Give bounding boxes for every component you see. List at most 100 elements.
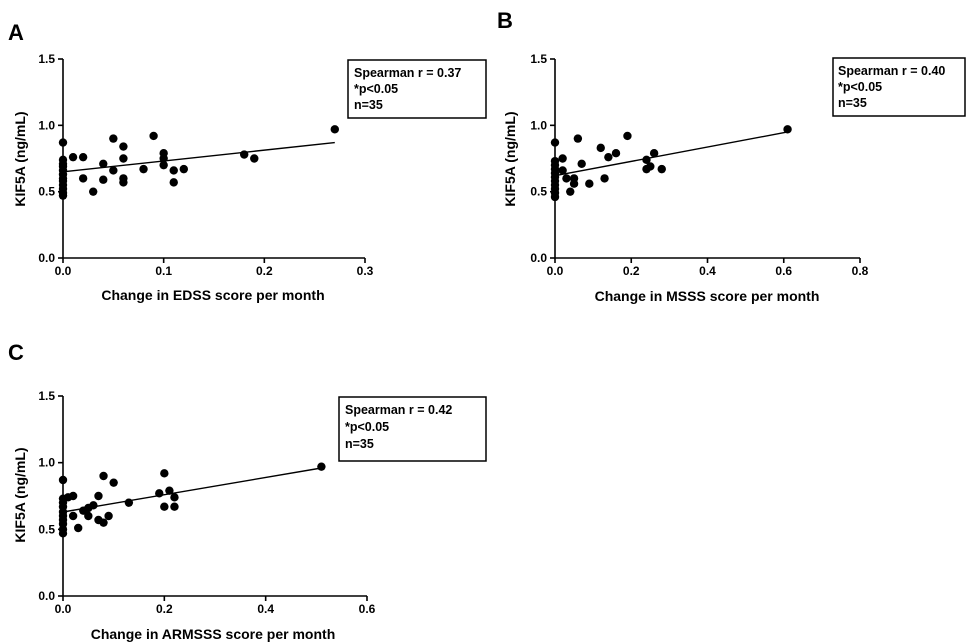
data-point <box>550 138 560 147</box>
regression-line <box>62 141 335 173</box>
panel-b: B KIF5A (ng/mL) Change in MSSS score per… <box>497 8 966 304</box>
data-point <box>604 152 613 162</box>
x-tick-label: 0.2 <box>156 602 173 616</box>
data-point <box>119 178 128 187</box>
data-point <box>155 489 164 498</box>
scatter-plot: 0.0 0.5 1.0 1.5 0.0 0.2 0.4 0.6 <box>38 389 375 616</box>
data-point <box>649 148 659 158</box>
data-point <box>89 501 98 510</box>
data-point <box>149 131 158 141</box>
data-point <box>68 491 78 501</box>
data-point <box>330 125 339 134</box>
data-point <box>99 159 108 169</box>
data-point <box>179 164 188 174</box>
y-axis-title: KIF5A (ng/mL) <box>502 111 518 206</box>
data-point <box>160 502 169 511</box>
stats-n: n=35 <box>354 98 383 112</box>
data-point <box>89 187 98 196</box>
data-point <box>124 498 134 507</box>
panel-letter: B <box>497 8 513 33</box>
y-tick-label: 0.5 <box>38 522 55 536</box>
y-tick-label: 1.5 <box>530 52 547 66</box>
data-point <box>58 138 68 147</box>
panel-letter: A <box>8 20 24 45</box>
x-tick-label: 0.8 <box>852 264 869 278</box>
data-point <box>240 150 249 159</box>
data-point <box>317 462 326 471</box>
data-point <box>562 174 571 183</box>
data-point <box>169 166 178 175</box>
data-point <box>68 511 78 521</box>
data-point <box>94 491 103 501</box>
x-tick-label: 0.2 <box>623 264 640 278</box>
data-point <box>600 174 609 183</box>
data-point <box>566 187 575 196</box>
y-axis-title: KIF5A (ng/mL) <box>12 447 28 542</box>
data-point <box>642 155 651 165</box>
panel-a: A KIF5A (ng/mL) Change in EDSS score per… <box>8 20 487 303</box>
data-point <box>558 166 567 175</box>
data-point <box>99 471 108 481</box>
regression-line <box>62 467 322 513</box>
stats-n: n=35 <box>838 96 867 110</box>
y-axis-title: KIF5A (ng/mL) <box>12 111 28 206</box>
x-axis-title: Change in EDSS score per month <box>101 287 324 303</box>
stats-box-frame <box>347 59 487 119</box>
x-tick-label: 0.6 <box>775 264 792 278</box>
regression-line <box>554 131 788 177</box>
panel-c: C KIF5A (ng/mL) Change in ARMSSS score p… <box>8 340 487 642</box>
stats-box-frame <box>338 396 487 462</box>
data-point <box>109 134 118 143</box>
data-point <box>74 523 83 533</box>
data-point <box>84 511 93 521</box>
x-tick-label: 0.0 <box>55 264 72 278</box>
data-point <box>169 178 178 187</box>
y-tick-label: 1.0 <box>530 118 547 132</box>
x-tick-label: 0.2 <box>256 264 273 278</box>
data-point <box>646 162 655 171</box>
data-point <box>119 154 128 163</box>
stats-pvalue: *p<0.05 <box>838 80 882 94</box>
data-point <box>585 179 594 188</box>
x-tick-label: 0.6 <box>359 602 376 616</box>
x-axis-title: Change in ARMSSS score per month <box>91 626 336 642</box>
data-point <box>109 478 118 487</box>
x-tick-label: 0.0 <box>55 602 72 616</box>
x-tick-label: 0.4 <box>257 602 274 616</box>
data-point <box>250 154 259 163</box>
stats-box-frame <box>832 57 966 117</box>
data-point <box>58 475 68 485</box>
data-point <box>58 191 68 200</box>
scatter-plot: 0.0 0.5 1.0 1.5 0.0 0.2 0.4 0.6 0.8 <box>530 52 868 278</box>
data-point <box>657 164 666 174</box>
data-point <box>170 493 179 502</box>
y-tick-label: 1.5 <box>38 389 55 403</box>
data-point <box>159 154 168 163</box>
y-tick-label: 0.0 <box>38 251 55 265</box>
data-point <box>577 159 586 169</box>
stats-spearman: Spearman r = 0.42 <box>345 403 452 417</box>
data-point <box>611 148 621 158</box>
stats-n: n=35 <box>345 437 374 451</box>
data-point <box>58 529 68 538</box>
x-tick-label: 0.3 <box>357 264 374 278</box>
stats-box: Spearman r = 0.37 *p<0.05 n=35 <box>347 59 487 119</box>
x-tick-label: 0.0 <box>547 264 564 278</box>
stats-pvalue: *p<0.05 <box>345 420 389 434</box>
scatter-plot: 0.0 0.5 1.0 1.5 0.0 0.1 0.2 0.3 <box>38 52 373 278</box>
stats-pvalue: *p<0.05 <box>354 82 398 96</box>
data-point <box>623 131 632 141</box>
data-point <box>165 486 174 495</box>
x-tick-label: 0.4 <box>699 264 716 278</box>
stats-spearman: Spearman r = 0.40 <box>838 64 945 78</box>
y-tick-label: 1.5 <box>38 52 55 66</box>
x-tick-label: 0.1 <box>155 264 172 278</box>
x-axis-title: Change in MSSS score per month <box>595 288 820 304</box>
data-point <box>569 174 579 183</box>
y-tick-label: 0.5 <box>530 185 547 199</box>
y-tick-label: 0.0 <box>530 251 547 265</box>
data-point <box>99 518 108 527</box>
stats-spearman: Spearman r = 0.37 <box>354 66 461 80</box>
data-point <box>104 511 113 521</box>
